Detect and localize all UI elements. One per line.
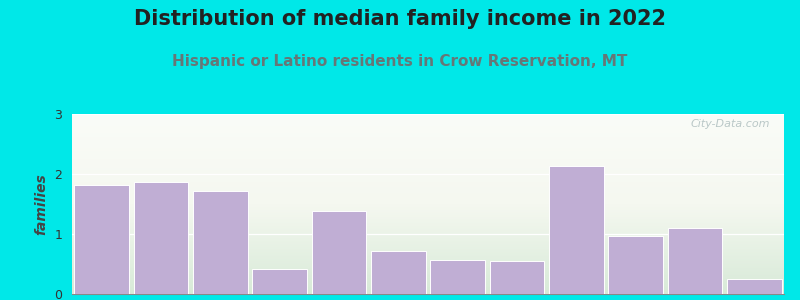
Bar: [193, 191, 248, 294]
Text: Distribution of median family income in 2022: Distribution of median family income in …: [134, 9, 666, 29]
Bar: [490, 261, 544, 294]
Bar: [668, 228, 722, 294]
Text: Hispanic or Latino residents in Crow Reservation, MT: Hispanic or Latino residents in Crow Res…: [172, 54, 628, 69]
Bar: [74, 185, 129, 294]
Bar: [549, 166, 604, 294]
Text: City-Data.com: City-Data.com: [690, 119, 770, 129]
Bar: [430, 260, 485, 294]
Y-axis label: families: families: [34, 173, 49, 235]
Bar: [134, 182, 188, 294]
Bar: [608, 236, 663, 294]
Bar: [727, 279, 782, 294]
Bar: [312, 211, 366, 294]
Bar: [371, 251, 426, 294]
Bar: [252, 269, 307, 294]
